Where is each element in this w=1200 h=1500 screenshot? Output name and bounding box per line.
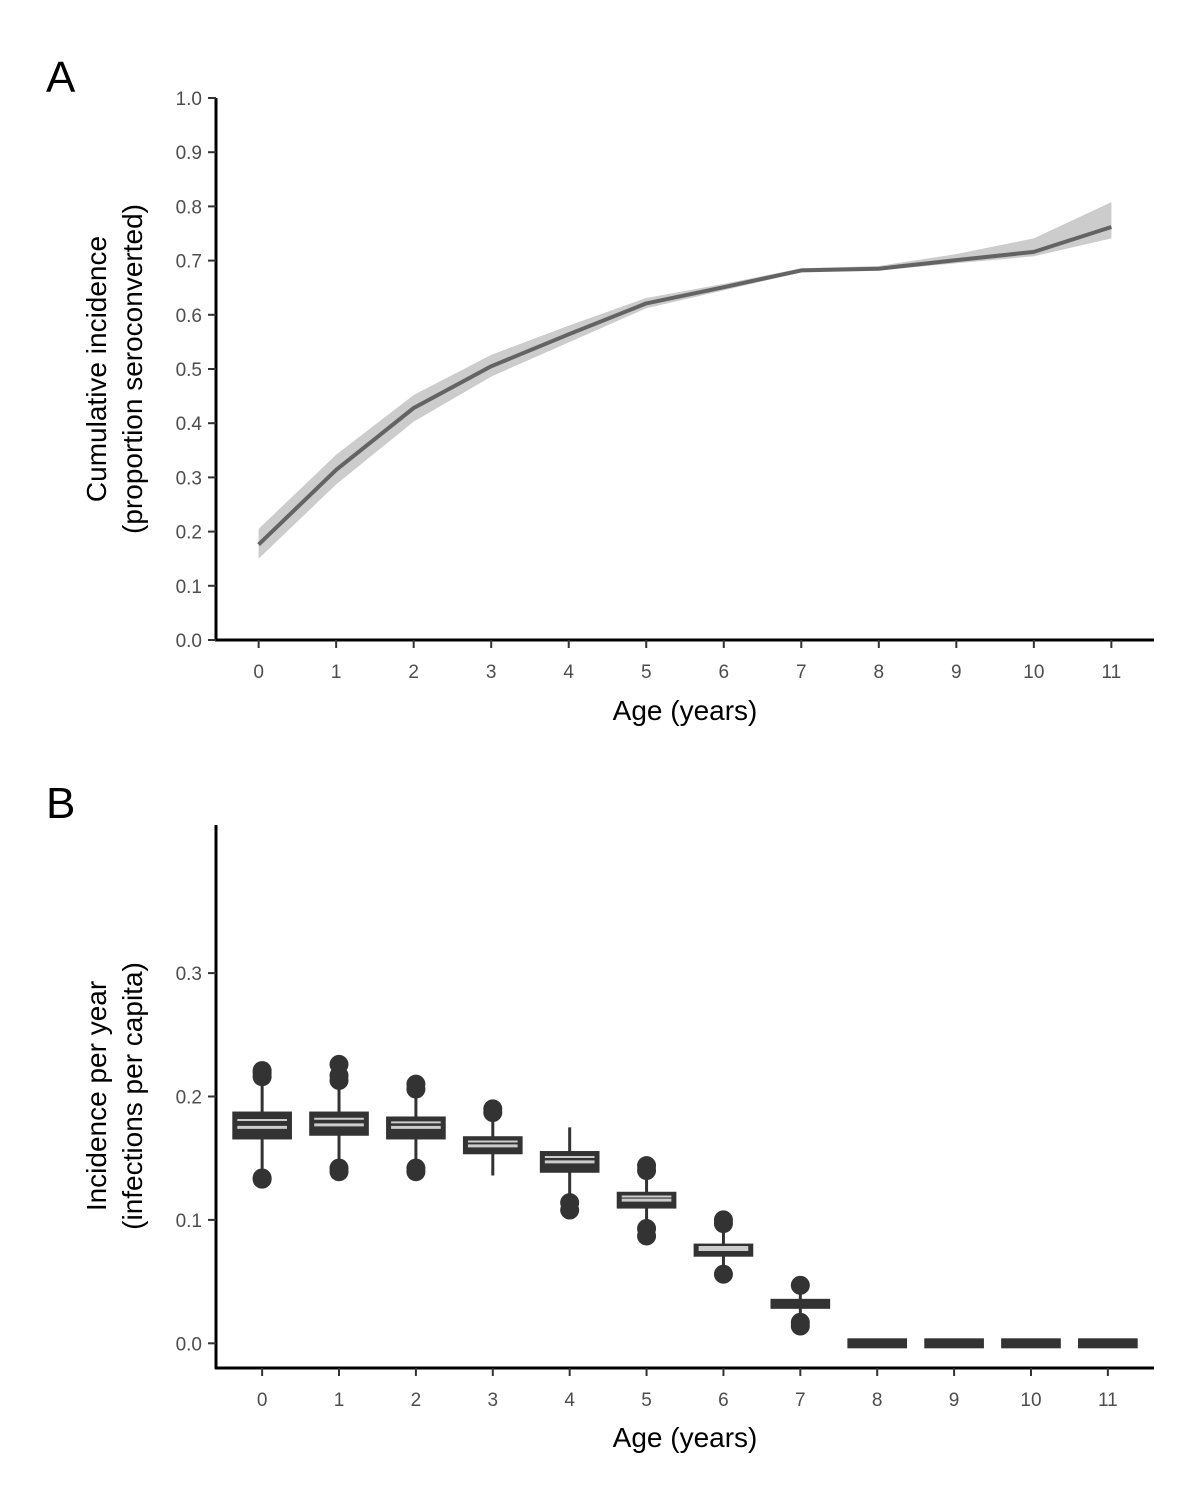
box-body	[1001, 1338, 1061, 1349]
box-body	[232, 1111, 292, 1140]
box-10	[1001, 1338, 1061, 1349]
box-outlier	[329, 1054, 349, 1074]
a-x-tick-label: 10	[1023, 662, 1044, 683]
box-11	[1078, 1338, 1138, 1349]
b-x-tick-label: 3	[487, 1390, 498, 1411]
box-2	[386, 1074, 446, 1182]
a-y-tick-label: 0.9	[176, 143, 202, 164]
a-x-tick-label: 0	[253, 662, 264, 683]
b-x-tick-label: 2	[411, 1390, 422, 1411]
box-outlier	[483, 1099, 503, 1119]
box-6	[693, 1210, 754, 1284]
box-outlier	[790, 1275, 810, 1295]
a-x-ticks: 0 1 2 3 4 5 6 7 8 9 10 11	[253, 640, 1121, 683]
b-x-tick-label: 5	[641, 1390, 652, 1411]
box-outlier	[252, 1168, 272, 1188]
a-y-axis-title: Cumulative incidence (proportion serocon…	[81, 204, 148, 534]
b-x-tick-label: 0	[257, 1390, 268, 1411]
box-0	[232, 1061, 292, 1189]
a-y-tick-label: 0.8	[176, 197, 202, 218]
a-x-tick-label: 8	[874, 662, 885, 683]
a-x-tick-label: 6	[718, 662, 729, 683]
box-outlier	[713, 1210, 733, 1230]
box-body	[847, 1338, 908, 1349]
b-x-tick-label: 1	[334, 1390, 345, 1411]
a-series-line	[257, 225, 1113, 547]
a-y-tick-label: 1.0	[176, 89, 202, 110]
box-body	[924, 1338, 984, 1349]
panel-b-label: B	[46, 779, 75, 828]
a-x-tick-label: 1	[331, 662, 342, 683]
a-y-tick-label: 0.6	[176, 306, 202, 327]
box-5	[616, 1156, 677, 1246]
a-y-tick-label: 0.0	[176, 631, 202, 652]
b-x-tick-label: 7	[795, 1390, 806, 1411]
a-y-ticks: 0.0 0.1 0.2 0.3 0.4 0.5 0.6 0.7 0.8 0.9 1.0	[176, 89, 216, 652]
box-outlier	[790, 1312, 810, 1332]
box-8	[847, 1338, 908, 1349]
box-body	[770, 1298, 831, 1309]
b-y-axis-title-line-2: (infections per capita)	[117, 962, 148, 1230]
b-y-tick-label: 0.2	[176, 1088, 202, 1109]
box-outlier	[713, 1264, 733, 1284]
a-y-tick-label: 0.1	[176, 577, 202, 598]
box-1	[309, 1054, 369, 1182]
b-axes	[214, 825, 1154, 1370]
panel-a-label: A	[46, 53, 76, 102]
b-x-tick-label: 11	[1098, 1390, 1118, 1411]
a-y-tick-label: 0.7	[176, 252, 202, 273]
box-outlier	[252, 1061, 272, 1081]
b-y-ticks: 0.0 0.1 0.2 0.3	[176, 964, 216, 1355]
box-outlier	[637, 1219, 657, 1239]
a-x-tick-label: 9	[951, 662, 962, 683]
a-y-axis-title-line-1: Cumulative incidence	[81, 236, 112, 502]
b-y-axis-title-line-1: Incidence per year	[81, 981, 112, 1211]
b-y-tick-label: 0.1	[176, 1211, 202, 1232]
a-y-axis-title-line-2: (proportion seroconverted)	[117, 204, 148, 534]
a-x-tick-label: 7	[796, 662, 807, 683]
box-outlier	[406, 1158, 426, 1178]
a-axes	[214, 98, 1154, 642]
a-y-tick-label: 0.5	[176, 360, 202, 381]
a-x-tick-label: 3	[486, 662, 497, 683]
b-y-tick-label: 0.0	[176, 1334, 202, 1355]
box-body	[1078, 1338, 1138, 1349]
panel-a: A 0.0 0.1 0.2 0.3 0.4 0.5 0.6 0.7 0.8 0.9 1.0 0 1 2 3…	[46, 53, 1154, 726]
box-9	[924, 1338, 984, 1349]
a-line-layer	[257, 225, 1113, 547]
b-box-layer	[232, 1054, 1138, 1349]
a-x-tick-label: 2	[408, 662, 419, 683]
box-4	[539, 1127, 600, 1220]
b-x-tick-label: 4	[564, 1390, 575, 1411]
b-x-ticks: 0 1 2 3 4 5 6 7 8 9 10 11	[257, 1368, 1118, 1411]
box-outlier	[560, 1193, 580, 1213]
box-outlier	[329, 1158, 349, 1178]
box-7	[770, 1275, 831, 1336]
b-x-tick-label: 8	[872, 1390, 883, 1411]
a-y-tick-label: 0.3	[176, 468, 202, 489]
box-outlier	[406, 1074, 426, 1094]
panel-b: B 0.0 0.1 0.2 0.3 0 1 2 3 4 5 6 7 8 9 10 11 Age (years…	[46, 779, 1154, 1453]
a-x-tick-label: 5	[641, 662, 652, 683]
a-x-axis-title: Age (years)	[613, 695, 758, 726]
a-y-tick-label: 0.2	[176, 523, 202, 544]
box-outlier	[637, 1156, 657, 1176]
box-3	[462, 1099, 523, 1176]
b-x-axis-title: Age (years)	[613, 1422, 758, 1453]
b-y-tick-label: 0.3	[176, 964, 202, 985]
a-x-tick-label: 11	[1101, 662, 1121, 683]
b-x-tick-label: 9	[949, 1390, 960, 1411]
a-x-tick-label: 4	[563, 662, 574, 683]
a-y-tick-label: 0.4	[176, 414, 203, 435]
b-x-tick-label: 6	[718, 1390, 729, 1411]
b-x-tick-label: 10	[1020, 1390, 1041, 1411]
b-y-axis-title: Incidence per year (infections per capit…	[81, 962, 148, 1230]
